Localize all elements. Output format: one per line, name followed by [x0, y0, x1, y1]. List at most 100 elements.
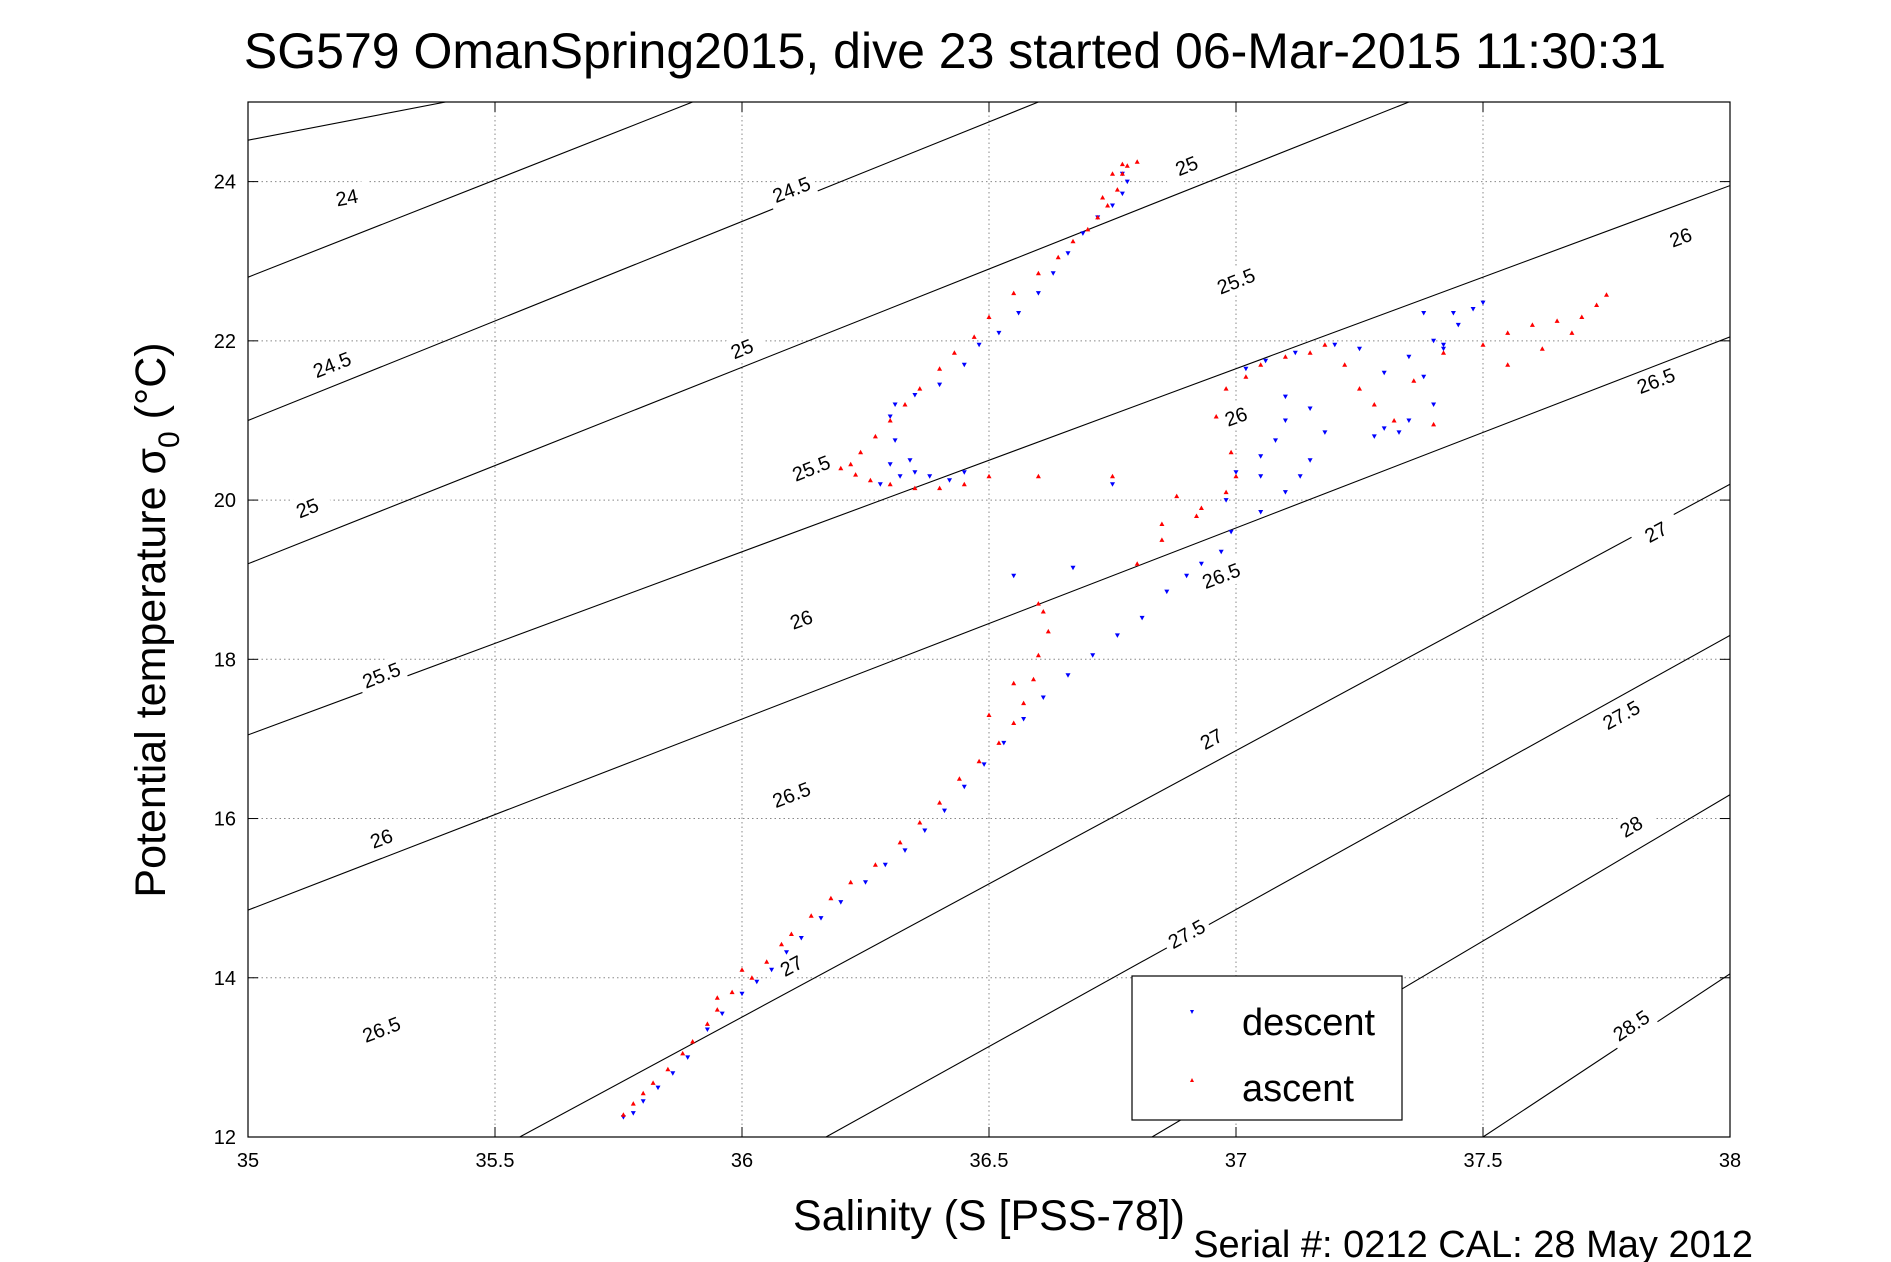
isopycnal-label-bg: [774, 598, 829, 641]
descent-point: [1307, 406, 1313, 411]
descent-point: [1371, 434, 1377, 439]
ascent-point: [729, 989, 735, 995]
ascent-point: [1174, 493, 1180, 499]
ascent-point: [937, 800, 943, 805]
ascent-point: [1119, 171, 1125, 176]
ascent-point: [1243, 374, 1249, 379]
isopycnal-label-bg: [304, 343, 360, 386]
descent-point: [1282, 490, 1288, 495]
descent-point: [976, 342, 982, 348]
ascent-point: [620, 1112, 626, 1117]
isopycnal-labels: 2424.524.525252525.525.525.52626262626.5…: [280, 144, 1708, 1051]
isopycnal-label-bg: [764, 168, 819, 211]
isopycnal-label-bg: [280, 486, 335, 530]
ascent-point: [1213, 414, 1219, 419]
ascent-point: [1100, 195, 1106, 200]
ascent-point: [1035, 652, 1041, 658]
ascent-point: [1307, 350, 1313, 355]
ascent-point: [1035, 601, 1041, 606]
isopycnal-label-bg: [1184, 716, 1239, 762]
ascent-point: [1110, 473, 1115, 479]
isopycnal-label-bg: [1159, 910, 1214, 958]
legend-label-ascent: ascent: [1242, 1068, 1354, 1110]
chart-title: SG579 OmanSpring2015, dive 23 started 06…: [244, 23, 1666, 79]
isopycnal-label-text: 24: [334, 186, 360, 212]
isopycnal-label-bg: [714, 327, 770, 370]
y-axis-label-main: Potential temperature σ: [127, 448, 175, 898]
descent-point: [1139, 615, 1145, 621]
ascent-point: [828, 895, 834, 901]
ascent-point: [1505, 362, 1511, 367]
ascent-point: [986, 712, 992, 717]
ascent-point: [1228, 449, 1234, 455]
descent-point: [1119, 191, 1125, 197]
descent-point: [769, 967, 775, 973]
descent-point: [1421, 374, 1427, 380]
descent-point: [1307, 458, 1313, 463]
ascent-point: [951, 350, 957, 355]
descent-point: [1431, 402, 1437, 407]
descent-point: [798, 936, 804, 941]
isopycnal-label-bg: [320, 180, 373, 215]
ascent-point: [630, 1101, 636, 1106]
isopycnal-line: [248, 185, 1730, 736]
descent-point: [1080, 231, 1086, 236]
y-tick-label: 20: [214, 490, 236, 512]
descent-point: [1233, 470, 1239, 475]
descent-point: [1110, 203, 1115, 208]
ascent-point: [1371, 402, 1377, 407]
ascent-point: [976, 758, 982, 764]
y-tick-label: 24: [214, 172, 236, 194]
descent-point: [1070, 565, 1076, 571]
y-axis-label-unit: (°C): [127, 342, 175, 431]
descent-point: [1273, 438, 1278, 443]
ascent-point: [917, 386, 923, 391]
isopycnal-label-bg: [1159, 144, 1214, 187]
ascent-point: [1554, 318, 1560, 323]
ascent-point: [887, 481, 893, 487]
descent-point: [1322, 430, 1328, 435]
ascent-point: [1480, 342, 1486, 347]
descent-point: [1021, 717, 1027, 722]
ascent-point: [1045, 628, 1051, 634]
descent-point: [784, 950, 789, 955]
descent-point: [1450, 311, 1456, 316]
descent-point: [947, 478, 952, 483]
isopycnal-line: [248, 102, 1039, 422]
descent-point: [1480, 300, 1486, 306]
ascent-point: [1594, 302, 1600, 307]
ascent-point: [1342, 362, 1348, 367]
isopycnal-label-bg: [1194, 554, 1249, 597]
descent-point: [1396, 430, 1402, 435]
descent-point: [907, 458, 913, 463]
descent-point: [1441, 346, 1446, 352]
descent-point: [1431, 338, 1437, 344]
descent-point: [1124, 179, 1130, 185]
x-tick-label: 35: [237, 1150, 259, 1172]
descent-point: [912, 393, 918, 398]
ascent-point: [887, 418, 893, 423]
isopycnal-line: [248, 102, 446, 141]
ascent-point: [897, 839, 903, 845]
descent-point: [1357, 346, 1362, 352]
descent-point: [942, 808, 947, 814]
descent-point: [704, 1027, 710, 1032]
ascent-point: [1124, 163, 1130, 168]
descent-point: [739, 991, 745, 997]
isopycnal-label-bg: [354, 654, 409, 697]
isopycnal-label-bg: [354, 817, 409, 859]
x-tick-label: 36: [731, 1150, 753, 1172]
legend: descent ascent: [1131, 975, 1403, 1121]
ascent-point: [961, 481, 967, 487]
x-tick-label: 36.5: [970, 1150, 1009, 1172]
legend-box: [1131, 975, 1403, 1121]
ascent-point: [1604, 292, 1609, 297]
ascent-point: [704, 1021, 710, 1026]
isopycnal-label: 24: [320, 180, 373, 215]
ascent-point: [1258, 362, 1264, 367]
ascent-point: [1198, 505, 1204, 510]
descent-point: [1001, 740, 1007, 746]
ascent-point: [1134, 159, 1140, 164]
ascent-point: [1223, 489, 1229, 495]
